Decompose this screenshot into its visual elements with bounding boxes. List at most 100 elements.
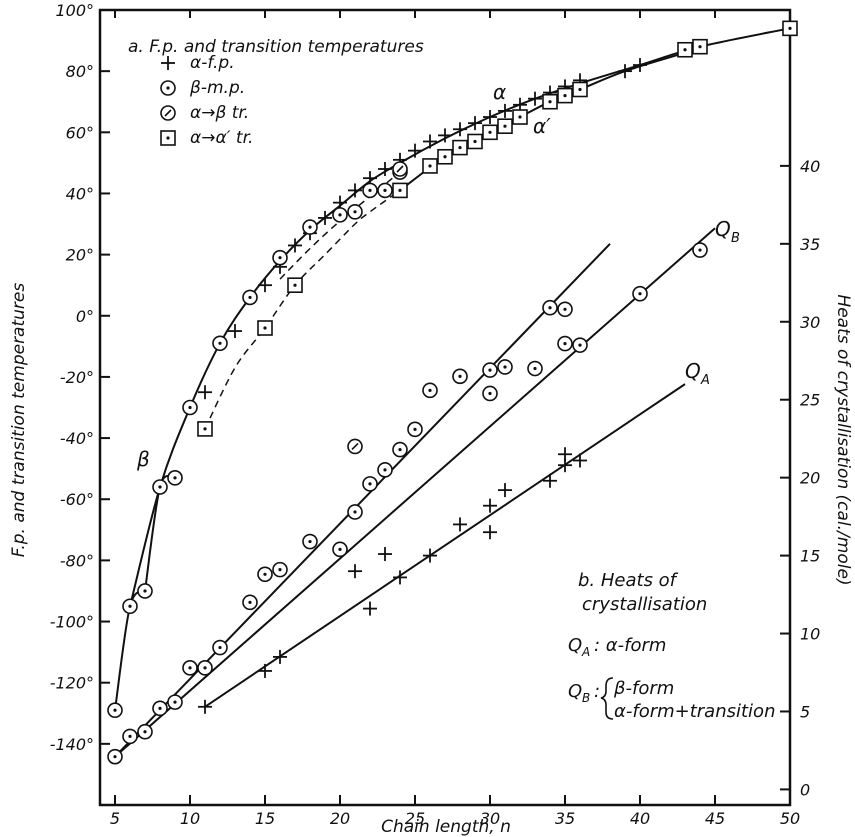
plot-frame	[98, 8, 792, 807]
axis-ticks: 5 10 15 20 25 30 35 40 45 50-140°-120°-100°-80°-6…	[50, 1, 821, 828]
y-axis-label-right: Heats of crystallisation (cal./mole)	[833, 294, 853, 585]
point-a-plus	[633, 58, 647, 73]
legend: α-f.p. β-m.p. α→β tr. α→α′ tr.	[160, 53, 253, 148]
dot	[353, 210, 357, 214]
dot	[113, 755, 117, 759]
point-b-plus	[258, 663, 272, 678]
point-a-dotsquare	[572, 81, 588, 98]
point-a-dotcircle	[332, 207, 348, 223]
point-b-plus	[198, 699, 212, 714]
point-a-dotsquare	[542, 93, 558, 110]
point-a-plus	[483, 110, 497, 125]
point-a-dotsquare	[257, 320, 273, 336]
x-tick-label: 5	[110, 809, 120, 828]
y-tick-label-right: 10	[800, 625, 820, 644]
dot	[368, 188, 372, 193]
y-tick-label-left: 60°	[66, 123, 94, 142]
legend-marker-slashcircle	[160, 105, 176, 121]
plot-border	[98, 8, 792, 807]
point-a-plus	[408, 143, 422, 158]
panel-a-title: a. F.p. and transition temperatures	[128, 37, 424, 57]
dot	[353, 510, 357, 514]
x-tick-label: 30	[480, 809, 500, 828]
y-tick-label-left: -60°	[60, 490, 94, 509]
dot	[518, 115, 522, 119]
point-b-dotcircle	[692, 242, 708, 258]
x-tick-label: 15	[255, 809, 275, 828]
dot	[578, 87, 582, 92]
point-b-dotcircle	[182, 660, 198, 676]
point-a-dotsquare	[782, 20, 798, 37]
x-tick-label: 50	[780, 809, 800, 828]
dot	[113, 708, 117, 712]
point-b-plus	[543, 473, 557, 488]
dot	[698, 45, 702, 49]
point-a-dotsquare	[512, 109, 528, 125]
point-b-dotcircle	[557, 335, 573, 352]
point-b-plus	[453, 517, 467, 532]
data-markers	[107, 20, 798, 765]
point-b-plus	[558, 458, 572, 473]
dot	[683, 48, 687, 52]
point-a-dotsquare	[287, 277, 303, 293]
dot	[503, 124, 507, 128]
panel-b-title-1: b. Heats of	[578, 570, 679, 591]
curve-label-alpha-prime: α′	[533, 114, 551, 138]
y-tick-label-left: 100°	[55, 1, 94, 20]
dot	[278, 256, 282, 260]
y-tick-label-right: 0	[800, 780, 810, 799]
x-tick-label: 10	[180, 809, 200, 828]
point-a-dotcircle	[302, 219, 318, 235]
dot	[428, 164, 432, 168]
legend-label: α→α′ tr.	[190, 128, 253, 148]
key-qa-text: : α-form	[594, 635, 666, 656]
y-tick-label-left: -40°	[60, 429, 94, 448]
point-a-plus	[438, 128, 452, 143]
point-b-dotcircle	[542, 299, 558, 316]
dot	[173, 476, 177, 480]
point-b-dotcircle	[392, 441, 408, 458]
point-b-plus	[573, 453, 587, 468]
key-qa: Q A : α-form	[568, 635, 666, 659]
legend-label: α→β tr.	[190, 103, 249, 123]
slash	[396, 165, 404, 173]
qa-line-sub: A	[700, 373, 710, 388]
key-qb-text-2: α-form+transition	[614, 701, 775, 722]
curve-label-beta: β	[136, 447, 150, 471]
point-b-plus	[483, 498, 497, 513]
point-a-dotcircle	[272, 249, 288, 266]
y-tick-label-left: -120°	[50, 674, 94, 693]
point-b-dotcircle	[407, 421, 423, 438]
dot	[188, 405, 192, 410]
x-tick-label: 35	[555, 809, 575, 828]
dot	[166, 86, 170, 90]
y-tick-label-left: -20°	[60, 368, 94, 387]
x-tick-label: 45	[705, 809, 725, 828]
dot	[248, 295, 252, 300]
point-a-plus	[228, 324, 242, 339]
point-a-plus	[453, 122, 467, 137]
dot	[308, 539, 312, 544]
dot	[578, 343, 582, 347]
point-a-dotsquare	[422, 158, 438, 174]
point-b-dotcircle	[557, 301, 573, 318]
dot	[158, 706, 162, 710]
y-tick-label-left: 20°	[66, 246, 94, 265]
point-b-dotcircle	[332, 541, 348, 558]
point-a-dotcircle	[377, 182, 393, 199]
curve-label-alpha: α	[493, 80, 506, 104]
line-Q_B	[114, 227, 716, 758]
point-a-dotsquare	[497, 118, 513, 134]
point-a-plus	[423, 134, 437, 149]
point-a-dotcircle	[122, 598, 138, 615]
point-b-plus	[378, 547, 392, 562]
dot	[128, 734, 132, 739]
dot	[188, 666, 192, 670]
point-a-dotsquare	[197, 421, 213, 437]
y-tick-label-right: 20	[800, 469, 820, 488]
line-label-qb: Q B	[715, 217, 740, 246]
y-tick-label-right: 5	[800, 702, 810, 721]
slash	[351, 442, 359, 451]
dot	[398, 447, 402, 452]
